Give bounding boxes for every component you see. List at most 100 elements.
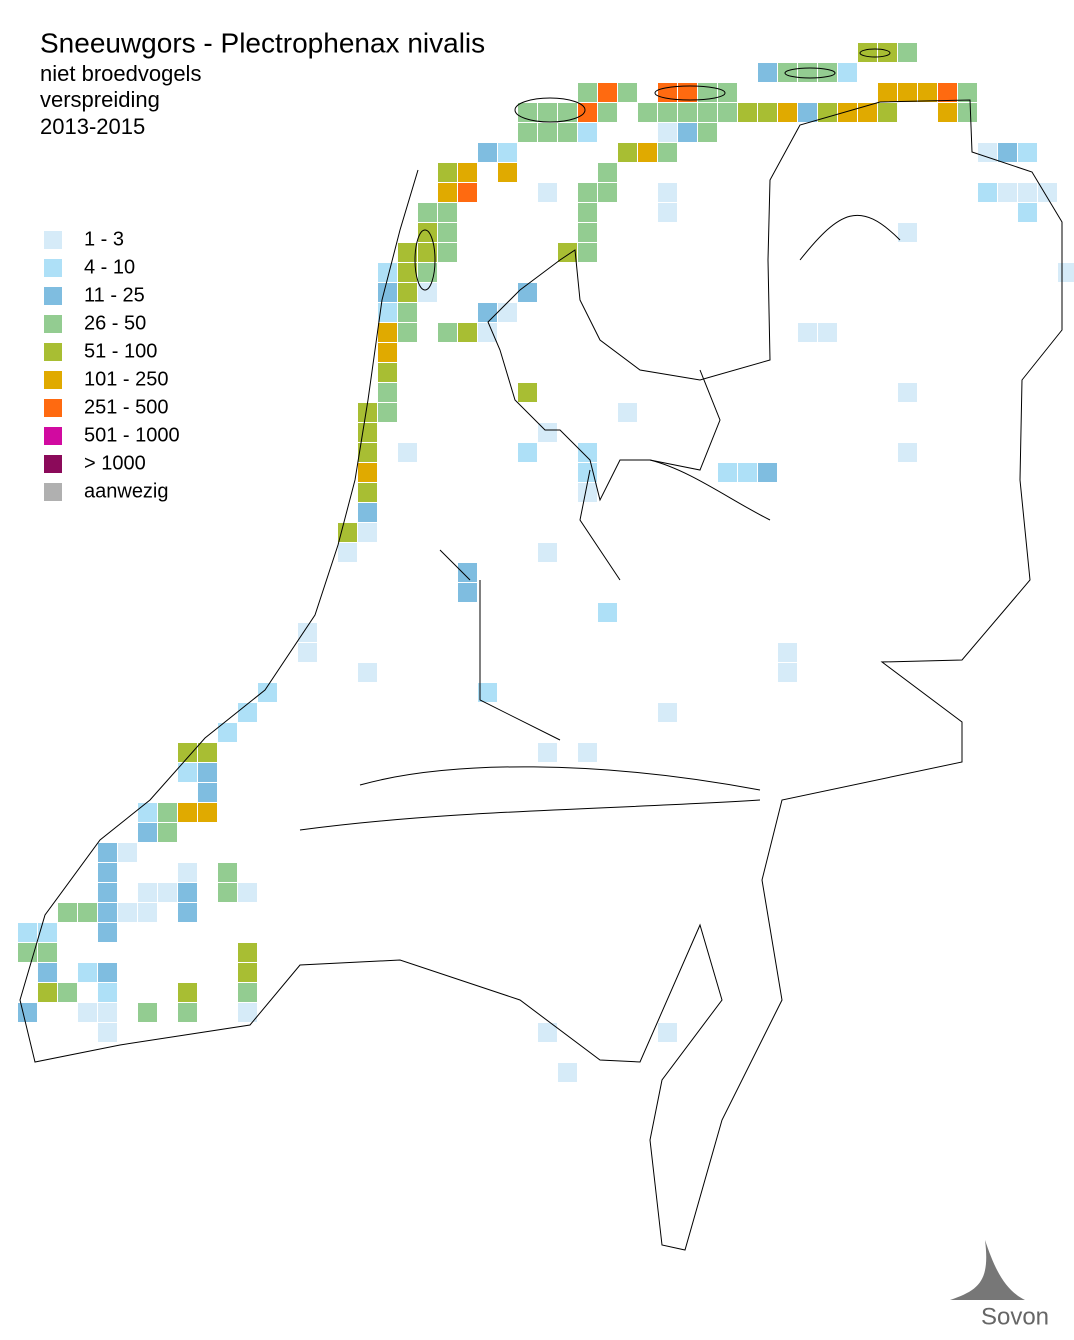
grid-cell [238, 703, 257, 722]
grid-cell [338, 543, 357, 562]
grid-cell [138, 823, 157, 842]
grid-cell [98, 1023, 117, 1042]
grid-cell [458, 183, 477, 202]
grid-cell [718, 463, 737, 482]
legend: 1 - 3 4 - 10 11 - 25 26 - 50 51 - 100 101 - 2… [44, 228, 180, 502]
grid-cell [818, 323, 837, 342]
grid-cell [498, 143, 517, 162]
grid-cell [858, 103, 877, 122]
grid-cell [698, 103, 717, 122]
grid-cell [358, 423, 377, 442]
grid-cell [98, 883, 117, 902]
grid-cell [718, 83, 737, 102]
grid-cell [658, 123, 677, 142]
grid-cell [238, 883, 257, 902]
grid-cell [398, 303, 417, 322]
grid-cell [358, 483, 377, 502]
grid-cell [178, 863, 197, 882]
grid-cell [78, 1003, 97, 1022]
legend-label: 101 - 250 [84, 368, 169, 390]
grid-cell [298, 643, 317, 662]
grid-cell [178, 763, 197, 782]
grid-cell [378, 323, 397, 342]
legend-label: 51 - 100 [84, 340, 157, 362]
grid-cell [438, 223, 457, 242]
grid-cell [198, 783, 217, 802]
island [414, 229, 436, 291]
legend-label: 26 - 50 [84, 312, 146, 334]
grid-cell [118, 843, 137, 862]
grid-cell [398, 243, 417, 262]
grid-cell [538, 183, 557, 202]
grid-cell [178, 883, 197, 902]
inner-lines [299, 214, 901, 831]
grid-cell [118, 903, 137, 922]
grid-cell [398, 283, 417, 302]
grid-cell [678, 83, 697, 102]
grid-cell [418, 263, 437, 282]
grid-cell [558, 123, 577, 142]
grid-cell [38, 963, 57, 982]
country-outline [19, 99, 1063, 1251]
grid-cell [498, 303, 517, 322]
legend-label: 4 - 10 [84, 256, 135, 278]
grid-cell [598, 103, 617, 122]
grid-cell [778, 663, 797, 682]
grid-cell [458, 583, 477, 602]
grid-cell [218, 863, 237, 882]
legend-swatch [44, 287, 62, 305]
grid-cell [978, 143, 997, 162]
legend-swatch [44, 231, 62, 249]
grid-cell [678, 123, 697, 142]
grid-cell [238, 1003, 257, 1022]
grid-cell [138, 903, 157, 922]
grid-cell [358, 403, 377, 422]
grid-cell [798, 103, 817, 122]
grid-cell [518, 443, 537, 462]
island [514, 97, 586, 123]
grid-cell [558, 1063, 577, 1082]
grid-cell [418, 283, 437, 302]
grid-cell [58, 903, 77, 922]
grid-cell [538, 543, 557, 562]
grid-cell [978, 183, 997, 202]
legend-swatch [44, 483, 62, 501]
grid-cell [938, 83, 957, 102]
grid-cell [598, 83, 617, 102]
grid-cell [878, 43, 897, 62]
grid-cell [38, 983, 57, 1002]
grid-cell [618, 143, 637, 162]
grid-cell [818, 103, 837, 122]
grid-cell [398, 443, 417, 462]
grid-cell [98, 1003, 117, 1022]
grid-cell [758, 463, 777, 482]
legend-swatch [44, 371, 62, 389]
grid-cell [958, 103, 977, 122]
grid-cell [718, 103, 737, 122]
legend-label: > 1000 [84, 452, 146, 474]
grid-cell [98, 863, 117, 882]
grid-cell [538, 743, 557, 762]
grid-cell [1018, 203, 1037, 222]
grid-cell [438, 183, 457, 202]
grid-cell [798, 323, 817, 342]
grid-cell [898, 223, 917, 242]
grid-cell [198, 763, 217, 782]
grid-cell [238, 963, 257, 982]
grid-cell [878, 103, 897, 122]
legend-swatch [44, 399, 62, 417]
grid-cell [678, 103, 697, 122]
grid-cell [838, 63, 857, 82]
grid-cell [378, 363, 397, 382]
grid-cell [138, 1003, 157, 1022]
grid-cell [438, 203, 457, 222]
grid-cell [558, 243, 577, 262]
legend-label: 251 - 500 [84, 396, 169, 418]
grid-cell [438, 163, 457, 182]
grid-cell [218, 723, 237, 742]
grid-cell [758, 63, 777, 82]
grid-cell [418, 223, 437, 242]
grid-cell [438, 243, 457, 262]
grid-cell [458, 323, 477, 342]
grid-cell [298, 623, 317, 642]
